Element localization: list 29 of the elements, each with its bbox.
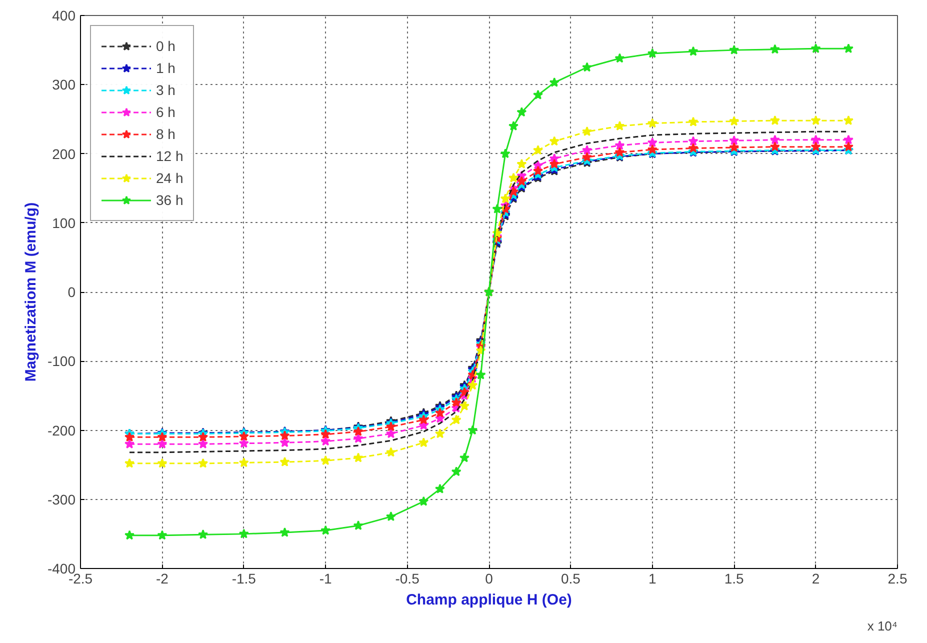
y-tick-label: 100 bbox=[52, 214, 76, 231]
legend-label: 3 h bbox=[156, 82, 176, 98]
x-tick-label: 0 bbox=[485, 570, 494, 586]
y-axis-title: Magnetizatiom M (emu/g) bbox=[22, 202, 40, 382]
text: x 10⁴ bbox=[867, 618, 898, 634]
legend-label: 12 h bbox=[156, 148, 184, 164]
x-tick-label: -2 bbox=[156, 570, 169, 586]
y-tick-label: 300 bbox=[52, 76, 76, 93]
y-tick-label: 200 bbox=[52, 146, 76, 162]
y-tick-label: 0 bbox=[68, 284, 76, 300]
legend-label: 24 h bbox=[156, 170, 184, 186]
x-axis-title: Champ applique H (Oe) bbox=[406, 592, 572, 608]
legend-label: 36 h bbox=[156, 192, 184, 208]
y-tick-label: 400 bbox=[52, 8, 76, 24]
legend-label: 8 h bbox=[156, 126, 176, 142]
x-tick-label: 0.5 bbox=[560, 570, 581, 586]
y-tick-label: -300 bbox=[47, 491, 76, 508]
x-tick-label: -1.5 bbox=[232, 570, 256, 586]
x-tick-label: 1 bbox=[648, 570, 657, 586]
legend-label: 0 h bbox=[156, 38, 176, 54]
y-tick-label: -200 bbox=[47, 422, 76, 438]
x-tick-label: 1.5 bbox=[724, 570, 744, 586]
x-tick-label: 2.5 bbox=[888, 570, 908, 586]
x-tick-label: 2 bbox=[812, 570, 820, 586]
x-tick-label: -1 bbox=[319, 570, 332, 586]
legend-label: 1 h bbox=[156, 60, 176, 76]
y-tick-label: -100 bbox=[47, 353, 76, 370]
x-tick-label: -0.5 bbox=[395, 570, 420, 586]
legend-label: 6 h bbox=[156, 104, 176, 120]
